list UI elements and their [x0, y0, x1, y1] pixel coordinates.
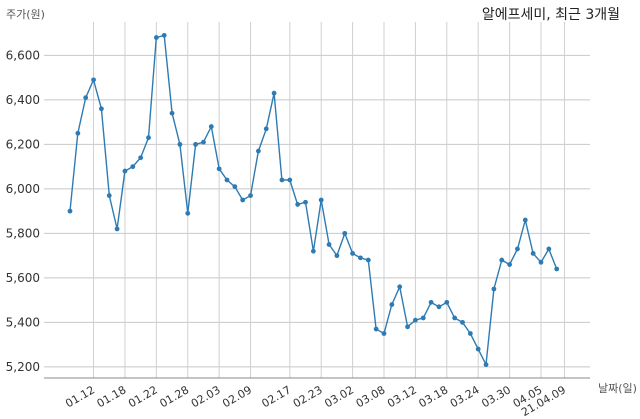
- x-tick-label: 02.03: [189, 383, 223, 410]
- data-point: [83, 95, 89, 101]
- data-point: [365, 257, 371, 263]
- data-point: [405, 324, 410, 330]
- data-point: [216, 166, 222, 172]
- data-point: [185, 210, 191, 216]
- data-point: [224, 177, 230, 183]
- series-line-group: [69, 34, 558, 368]
- x-tick-label: 01.22: [126, 383, 160, 410]
- y-axis-label: 주가(원): [6, 8, 45, 21]
- data-point: [522, 217, 528, 223]
- x-tick-label: 03.08: [354, 383, 388, 410]
- data-point: [106, 193, 112, 198]
- data-point: [499, 257, 505, 263]
- data-point: [263, 126, 269, 132]
- data-point: [444, 299, 450, 305]
- data-point: [483, 362, 489, 368]
- data-point: [138, 155, 144, 161]
- data-point: [507, 262, 512, 267]
- data-point: [350, 251, 355, 256]
- data-point: [491, 286, 497, 292]
- data-point: [546, 246, 552, 252]
- chart-title: 알에프세미, 최근 3개월: [481, 7, 620, 23]
- data-point: [193, 141, 199, 147]
- data-point: [358, 255, 363, 261]
- x-tick-label: 03.12: [385, 383, 419, 410]
- x-tick-label: 01.28: [157, 383, 191, 410]
- data-point: [515, 246, 520, 252]
- x-tick-label: 01.18: [95, 383, 129, 410]
- x-tick-label: 03.02: [322, 383, 356, 410]
- data-point: [475, 346, 481, 352]
- data-point: [130, 164, 136, 170]
- data-point: [91, 77, 96, 83]
- y-tick-label: 6,200: [6, 137, 40, 151]
- data-point: [303, 199, 308, 205]
- data-point: [342, 230, 348, 236]
- data-point: [538, 259, 544, 265]
- x-axis-label: 날짜(일): [598, 382, 637, 395]
- data-point: [169, 110, 175, 116]
- data-point: [99, 106, 104, 112]
- x-tick-label: 02.17: [260, 383, 294, 410]
- data-point: [67, 208, 73, 214]
- data-point: [240, 197, 246, 203]
- x-tick-label: 02.23: [291, 383, 325, 410]
- data-point: [279, 177, 285, 183]
- x-tick-label: 03.18: [417, 383, 451, 410]
- x-tick-label: 02.09: [220, 383, 254, 410]
- data-point: [208, 124, 214, 129]
- data-point: [373, 326, 379, 332]
- data-point: [460, 319, 465, 325]
- data-point: [310, 248, 316, 254]
- y-tick-label: 5,200: [6, 360, 40, 374]
- x-tick-label: 03.24: [448, 383, 482, 410]
- data-point: [334, 253, 340, 259]
- data-point: [153, 35, 159, 40]
- data-point: [467, 331, 473, 336]
- data-point: [201, 139, 206, 145]
- data-point: [75, 130, 81, 136]
- y-tick-label: 6,000: [6, 182, 40, 196]
- x-tick-label: 03.30: [479, 383, 513, 410]
- data-point: [452, 315, 458, 321]
- data-point: [397, 284, 403, 290]
- data-point: [122, 168, 128, 174]
- y-tick-labels: 5,200 5,400 5,600 5,800 6,000 6,200 6,400 6,600: [6, 48, 40, 374]
- series-line: [69, 34, 558, 368]
- grid-lines: [44, 22, 590, 378]
- data-point: [381, 331, 387, 336]
- data-point: [318, 197, 324, 203]
- data-point: [248, 193, 253, 198]
- data-point: [287, 177, 293, 183]
- y-tick-label: 5,400: [6, 315, 40, 329]
- x-tick-label: 01.12: [63, 383, 97, 410]
- y-tick-label: 6,400: [6, 93, 40, 107]
- data-point: [413, 317, 418, 323]
- data-point: [177, 141, 183, 147]
- data-point: [161, 32, 167, 38]
- data-point: [271, 90, 277, 96]
- data-point: [232, 184, 238, 190]
- data-point: [295, 202, 301, 207]
- data-point: [114, 226, 120, 232]
- data-point: [389, 302, 395, 307]
- data-point: [326, 242, 332, 247]
- data-point: [256, 148, 261, 154]
- data-point: [436, 304, 442, 310]
- data-point: [554, 266, 560, 272]
- data-point: [420, 315, 426, 321]
- y-tick-label: 5,800: [6, 226, 40, 240]
- y-tick-label: 5,600: [6, 271, 40, 285]
- y-tick-label: 6,600: [6, 48, 40, 62]
- data-points: [67, 32, 560, 368]
- data-point: [428, 299, 434, 305]
- data-point: [146, 135, 151, 141]
- data-point: [530, 251, 536, 256]
